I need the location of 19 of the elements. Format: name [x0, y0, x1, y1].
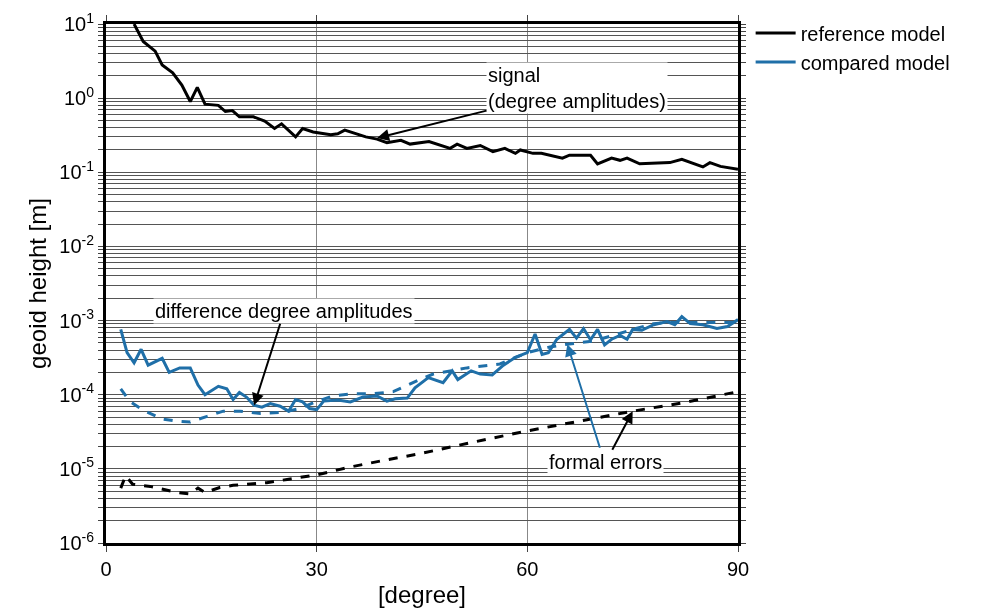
y-tick-label: 10$^{-6}$: [59, 528, 95, 554]
y-tick-label: 10$^{-4}$: [59, 380, 95, 406]
y-tick-label: 10$^{1}$: [63, 9, 95, 35]
x-tick-label: 0: [100, 558, 112, 580]
y-tick-label: 10$^{0}$: [63, 83, 95, 110]
legend-label: reference model: [800, 22, 946, 45]
legend-label: compared model: [800, 51, 950, 74]
x-tick-label: 30: [305, 558, 328, 580]
y-axis-title: geoid height [m]: [24, 198, 52, 369]
y-tick-label: 10$^{-3}$: [59, 306, 95, 332]
y-tick-label: 10$^{-5}$: [59, 454, 95, 480]
x-tick-label: 60: [516, 558, 539, 580]
x-tick-label: 90: [726, 558, 750, 580]
annotation: signal (degree amplitudes): [488, 64, 666, 112]
x-axis-title: [degree]: [377, 581, 467, 609]
annotation: difference degree amplitudes: [155, 300, 413, 322]
y-tick-label: 10$^{-1}$: [59, 157, 95, 184]
y-tick-label: 10$^{-2}$: [59, 232, 95, 258]
annotation: formal errors: [549, 451, 663, 473]
